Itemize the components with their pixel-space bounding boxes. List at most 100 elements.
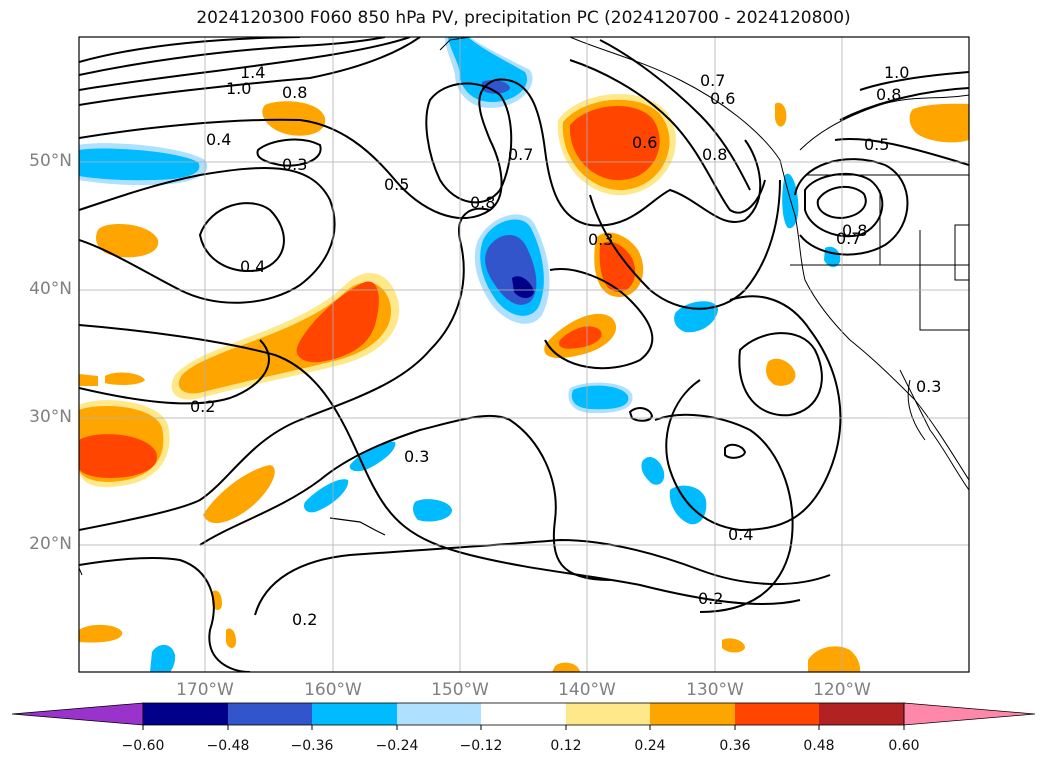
patch-orange — [96, 224, 159, 258]
lat-label: 40°N — [29, 279, 72, 299]
colorbar-tick-label: 0.24 — [634, 738, 666, 754]
contour-label: 0.4 — [206, 130, 231, 149]
lon-label: 170°W — [176, 680, 234, 700]
contour-label: 0.6 — [632, 133, 657, 152]
patch-orange — [722, 638, 745, 653]
patch-cyan — [571, 385, 629, 410]
contour-label: 0.4 — [240, 257, 265, 276]
contour-line — [79, 78, 762, 227]
patch-orange — [79, 374, 98, 386]
contour-line — [79, 324, 801, 605]
colorbar-tick-label: −0.36 — [290, 738, 334, 754]
contour-label: 1.0 — [884, 63, 909, 82]
contour-line — [79, 556, 251, 672]
map-frame — [78, 36, 970, 673]
colorbar-tick-label: −0.12 — [459, 738, 503, 754]
colorbar-segment — [650, 703, 735, 725]
contour-line — [198, 202, 285, 272]
island — [329, 517, 386, 536]
contour-line — [628, 407, 654, 422]
contour-line — [665, 295, 842, 532]
patch-cyan — [641, 457, 665, 485]
contour-label: 0.7 — [700, 71, 725, 90]
colorbar-extend-high — [903, 702, 1036, 726]
contour-label: 0.2 — [292, 610, 317, 629]
patch-red — [559, 326, 602, 349]
map-plot-area: 1.4 1.0 0.8 0.4 0.3 0.5 0.4 0.2 0.8 0.7 … — [79, 37, 969, 672]
contour-label: 0.7 — [508, 145, 533, 164]
contour-line — [794, 158, 909, 256]
colorbar-extend-low — [11, 702, 144, 726]
lon-label: 150°W — [431, 680, 489, 700]
lon-label: 140°W — [558, 680, 616, 700]
patch-red — [599, 241, 636, 292]
lon-label: 130°W — [686, 680, 744, 700]
patch-orange — [79, 624, 123, 643]
lon-label: 160°W — [304, 680, 362, 700]
patch-orange — [909, 103, 969, 143]
pv-contours — [79, 37, 969, 672]
colorbar-segment — [312, 703, 397, 725]
patch-cyan — [669, 485, 707, 525]
lat-label: 50°N — [29, 151, 72, 171]
contour-label: 0.4 — [728, 525, 753, 544]
coastlines — [79, 37, 969, 576]
contour-line — [79, 166, 336, 304]
contour-line — [816, 185, 867, 220]
patch-orange — [105, 372, 145, 385]
contour-label: 0.3 — [282, 155, 307, 174]
contour-label: 0.6 — [710, 89, 735, 108]
coastline — [569, 37, 969, 481]
patch-red — [79, 434, 157, 478]
contour-label: 0.3 — [404, 447, 429, 466]
patch-cyan — [150, 644, 176, 672]
contour-label: 0.8 — [470, 193, 495, 212]
contour-label: 0.5 — [864, 135, 889, 154]
contour-line — [569, 59, 766, 214]
patch-orange — [775, 102, 787, 127]
contour-line — [79, 37, 411, 91]
contour-label: 0.8 — [876, 85, 901, 104]
patch-cyan — [79, 148, 200, 181]
contour-line — [654, 413, 794, 613]
negative-anomaly-patches — [79, 37, 841, 672]
contour-line — [599, 39, 751, 191]
contour-line — [544, 268, 654, 370]
contour-label: 1.4 — [240, 63, 265, 82]
coastline — [799, 94, 969, 151]
colorbar-segment — [566, 703, 650, 725]
graticule — [79, 37, 969, 672]
lon-label: 120°W — [813, 680, 871, 700]
contour-line — [79, 37, 421, 106]
border — [919, 230, 969, 331]
contour-line — [256, 138, 322, 167]
lat-label: 20°N — [29, 534, 72, 554]
patch-orange — [203, 465, 275, 524]
contour-label: 0.5 — [384, 175, 409, 194]
contour-line — [589, 179, 781, 310]
patch-cyan — [413, 499, 452, 522]
colorbar-tick-label: −0.24 — [375, 738, 419, 754]
patch-cyan — [304, 479, 349, 513]
patch-cyan — [349, 441, 396, 472]
contour-line — [79, 339, 270, 405]
patch-orange — [766, 358, 796, 386]
border — [954, 224, 969, 281]
contour-label: 0.3 — [588, 230, 613, 249]
patch-orange — [552, 662, 580, 672]
patch-orange — [226, 628, 236, 648]
island — [439, 37, 471, 51]
contour-line — [859, 71, 969, 91]
colorbar-tick-label: −0.60 — [121, 738, 165, 754]
colorbar-segment — [735, 703, 819, 725]
lat-label: 30°N — [29, 407, 72, 427]
contour-label: 1.0 — [226, 79, 251, 98]
colorbar-tick-label: 0.12 — [550, 738, 582, 754]
contour-label: 0.3 — [916, 377, 941, 396]
colorbar-tick-label: −0.48 — [206, 738, 250, 754]
contour-line — [738, 332, 823, 417]
colorbar-segment — [228, 703, 312, 725]
contour-labels: 1.4 1.0 0.8 0.4 0.3 0.5 0.4 0.2 0.8 0.7 … — [190, 63, 941, 629]
patch-red — [296, 281, 379, 363]
